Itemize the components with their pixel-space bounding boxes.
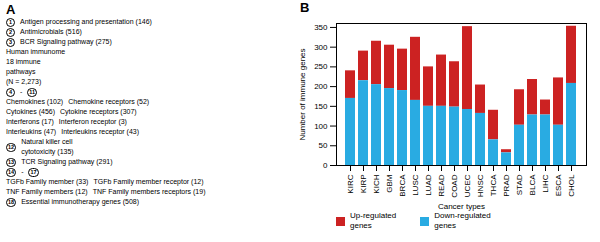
html-text:Essential immunotherapy genes: Essential immunotherapy genes (508) [21,198,139,205]
svg-text:250: 250 [314,62,328,71]
html-text:Antimicrobials (516): Antimicrobials (516) [20,28,82,35]
svg-text:350: 350 [314,23,328,32]
html-text:14: 14 [8,169,15,175]
html-text:Interferons (17): Interferons (17) [6,118,54,125]
svg-text:KICH: KICH [372,174,381,193]
html-text:TNF Family members (12): TNF Family members (12) [6,188,88,195]
html-text:12: 12 [8,144,15,150]
html-text:B: B [300,0,310,15]
html-text:TGFb Family member (33): TGFb Family member (33) [6,178,89,185]
svg-text:300: 300 [314,43,328,52]
html-text:17: 17 [30,169,37,175]
html-text:18 immune pathways: 18 immune pathways [6,58,41,75]
html-text:Down-regulated genes: Down-regulated genes [434,211,491,230]
svg-text:COAD: COAD [450,174,459,197]
svg-text:50: 50 [319,141,328,150]
svg-text:THCA: THCA [489,174,498,196]
html-text:3: 3 [9,39,12,45]
html-text:(N = 2,273): (N = 2,273) [6,78,42,85]
svg-text:CHOL: CHOL [567,174,576,197]
svg-text:KIRP: KIRP [359,175,368,194]
svg-text:BLCA: BLCA [528,174,537,196]
svg-text:BRCA: BRCA [398,174,407,197]
svg-text:UCEC: UCEC [463,174,472,197]
html-text:BCR Signaling pathway (275): BCR Signaling pathway (275) [20,38,112,45]
svg-text:LUSC: LUSC [411,174,420,196]
html-text:Interleukins receptor (43): Interleukins receptor (43) [61,128,139,135]
svg-text:100: 100 [314,122,328,131]
html-text:TGFb Family member receptor (1: TGFb Family member receptor (12) [93,178,204,185]
html-text:1: 1 [9,19,12,25]
svg-text:ESCA: ESCA [554,174,563,196]
html-text:Cytokine receptors (307): Cytokine receptors (307) [60,108,137,115]
svg-text:HNSC: HNSC [476,174,485,197]
svg-text:LUAD: LUAD [424,174,433,196]
svg-text:STAD: STAD [515,174,524,195]
svg-text:200: 200 [314,82,328,91]
html-text:Human immunome: Human immunome [6,48,66,55]
html-text:11: 11 [29,89,36,95]
svg-text:Number of immune genes: Number of immune genes [298,48,307,140]
html-text:TNF Family members receptors (: TNF Family members receptors (19) [92,188,206,195]
html-text:4: 4 [9,89,12,95]
html-text:Chemokines (102): Chemokines (102) [6,98,64,105]
svg-text:LIHC: LIHC [541,174,550,192]
html-text:18: 18 [8,199,15,205]
html-text:13: 13 [8,159,15,165]
svg-text:KIRC: KIRC [346,174,355,193]
html-text:Cytokines (456): Cytokines (456) [6,108,55,115]
html-text:2: 2 [9,29,12,35]
svg-text:Cancer types: Cancer types [438,202,485,211]
html-text:Up-regulated genes: Up-regulated genes [350,211,397,230]
svg-text:GBM: GBM [385,174,394,193]
html-text:Chemokine receptors (52): Chemokine receptors (52) [68,98,150,105]
html-text:Interferon receptor (3): Interferon receptor (3) [58,118,127,125]
html-text:Natural killer cell cytotoxici: Natural killer cell cytotoxicity (135) [21,138,74,155]
html-text:A: A [6,2,16,17]
svg-text:READ: READ [437,174,446,196]
svg-text:150: 150 [314,102,328,111]
svg-text:0: 0 [323,161,328,170]
html-text:Interleukins (47): Interleukins (47) [6,128,57,135]
html-text:Antigen processing and present: Antigen processing and presentation (146… [20,18,152,25]
html-text:TCR Signaling pathway (291): TCR Signaling pathway (291) [21,158,113,165]
svg-text:PRAD: PRAD [502,174,511,196]
